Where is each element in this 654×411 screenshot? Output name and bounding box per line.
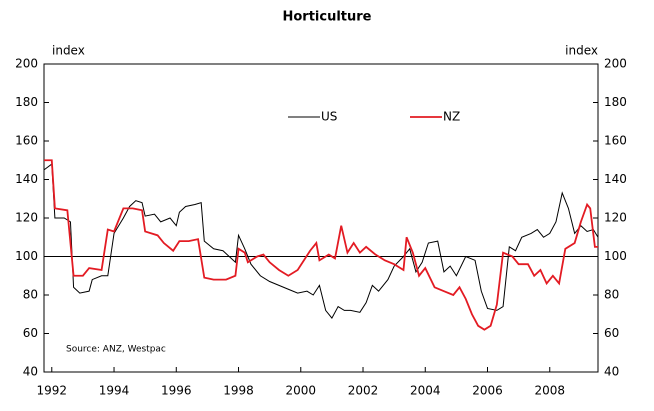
y2-tick-label: 60 (604, 326, 619, 340)
x-tick-label: 2002 (348, 384, 379, 398)
y2-tick-label: 100 (604, 249, 627, 263)
line-series (44, 159, 598, 331)
y2-tick-label: 200 (604, 57, 627, 71)
y2-tick-label: 180 (604, 95, 627, 109)
y2-tick-label: 80 (604, 288, 619, 302)
y-tick-label: 100 (15, 249, 38, 263)
y2-tick-label: 120 (604, 211, 627, 225)
x-tick-label: 1996 (161, 384, 192, 398)
legend-label: NZ (443, 110, 460, 124)
chart-title: Horticulture (282, 10, 371, 25)
y2-tick-label: 140 (604, 172, 627, 186)
legend-label: US (321, 110, 337, 124)
y-axis-label: index (52, 44, 85, 58)
source-note: Source: ANZ, Westpac (66, 345, 166, 355)
x-tick-label: 1994 (99, 384, 130, 398)
y-tick-label: 60 (23, 326, 38, 340)
y-tick-label: 40 (23, 365, 38, 379)
x-tick-label: 2006 (472, 384, 503, 398)
y-tick-label: 80 (23, 288, 38, 302)
y2-tick-label: 160 (604, 134, 627, 148)
x-tick-label: 1992 (37, 384, 68, 398)
line-series (43, 163, 599, 319)
y-tick-label: 120 (15, 211, 38, 225)
y-tick-label: 200 (15, 57, 38, 71)
y-tick-label: 180 (15, 95, 38, 109)
x-tick-label: 2008 (534, 384, 565, 398)
x-tick-label: 1998 (223, 384, 254, 398)
y-tick-label: 160 (15, 134, 38, 148)
y2-tick-label: 40 (604, 365, 619, 379)
y2-axis-label: index (565, 44, 598, 58)
x-tick-label: 2000 (285, 384, 316, 398)
y-tick-label: 140 (15, 172, 38, 186)
x-tick-label: 2004 (410, 384, 441, 398)
